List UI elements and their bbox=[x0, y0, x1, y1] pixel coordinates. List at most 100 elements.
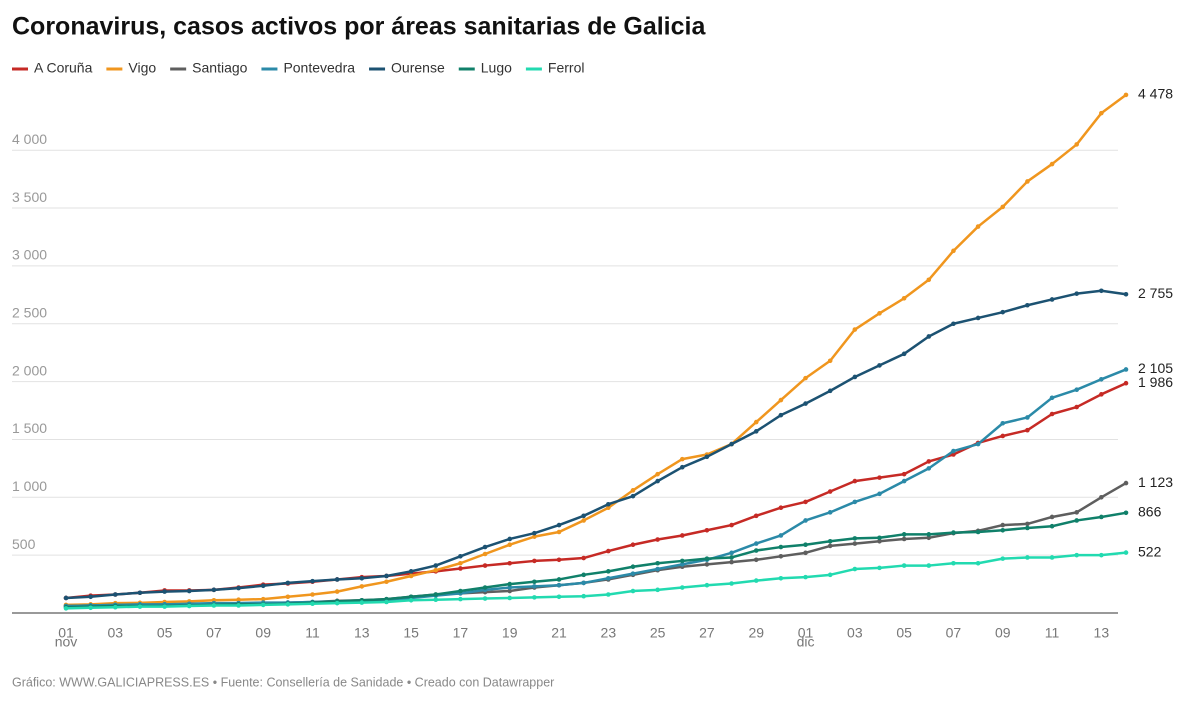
point bbox=[1099, 376, 1104, 382]
point bbox=[186, 603, 192, 609]
point bbox=[1025, 302, 1030, 308]
legend-label: Ferrol bbox=[548, 60, 585, 76]
point bbox=[113, 592, 118, 597]
x-tick-label: 13 bbox=[1094, 625, 1110, 641]
point bbox=[926, 466, 932, 471]
point bbox=[975, 224, 981, 229]
point bbox=[803, 574, 808, 580]
point bbox=[901, 471, 907, 477]
point bbox=[926, 532, 932, 537]
point bbox=[1049, 555, 1055, 560]
value-label: 2 755 bbox=[1138, 285, 1173, 301]
chart-title: Coronavirus, casos activos por áreas san… bbox=[12, 13, 706, 41]
point bbox=[458, 566, 463, 571]
point bbox=[1049, 395, 1055, 401]
point bbox=[827, 510, 833, 515]
point bbox=[630, 488, 636, 493]
point bbox=[1074, 552, 1079, 558]
x-tick-label: 01 bbox=[798, 625, 814, 641]
point bbox=[384, 579, 389, 585]
point bbox=[901, 536, 907, 542]
point bbox=[1000, 420, 1006, 426]
point bbox=[655, 587, 660, 593]
point bbox=[778, 505, 784, 511]
point bbox=[1074, 387, 1079, 392]
point bbox=[433, 567, 439, 573]
point bbox=[852, 327, 858, 332]
point bbox=[778, 544, 784, 550]
point bbox=[1049, 297, 1055, 302]
point bbox=[606, 575, 611, 581]
point bbox=[827, 538, 833, 544]
x-tick-label: 11 bbox=[1045, 625, 1060, 641]
legend-label: Lugo bbox=[481, 60, 512, 76]
point bbox=[951, 448, 956, 454]
series-line bbox=[65, 551, 1127, 610]
point bbox=[137, 590, 143, 596]
point bbox=[285, 602, 291, 607]
x-tick-label: 09 bbox=[995, 625, 1011, 641]
point bbox=[532, 534, 537, 539]
legend-label: Pontevedra bbox=[283, 60, 355, 76]
point bbox=[285, 580, 291, 586]
point bbox=[679, 562, 685, 567]
point bbox=[1099, 514, 1104, 520]
point bbox=[556, 529, 562, 535]
point bbox=[556, 594, 562, 600]
point bbox=[606, 501, 611, 507]
series-line bbox=[65, 368, 1127, 608]
point bbox=[679, 585, 685, 590]
y-tick-label: 3 500 bbox=[12, 189, 47, 205]
month-label: nov bbox=[55, 634, 78, 650]
point bbox=[556, 557, 562, 563]
point bbox=[433, 592, 439, 597]
point bbox=[1049, 161, 1055, 167]
point bbox=[877, 475, 882, 480]
legend-label: Ourense bbox=[391, 60, 445, 76]
point bbox=[260, 602, 266, 608]
point bbox=[1025, 179, 1030, 184]
point bbox=[1000, 527, 1006, 533]
point bbox=[236, 603, 241, 608]
point bbox=[655, 537, 660, 542]
point bbox=[162, 604, 167, 609]
point bbox=[532, 595, 537, 600]
point bbox=[581, 593, 586, 599]
point bbox=[310, 592, 315, 597]
point bbox=[334, 589, 340, 594]
point bbox=[211, 603, 217, 608]
point bbox=[507, 585, 513, 590]
point bbox=[186, 588, 192, 594]
point bbox=[1074, 510, 1079, 515]
point bbox=[926, 535, 932, 541]
point bbox=[655, 566, 660, 572]
point bbox=[408, 597, 414, 603]
point bbox=[704, 556, 710, 561]
point bbox=[975, 441, 981, 447]
y-tick-label: 2 500 bbox=[12, 304, 47, 320]
value-label: 522 bbox=[1138, 543, 1162, 559]
point bbox=[926, 459, 932, 464]
point bbox=[729, 559, 734, 565]
point bbox=[359, 584, 365, 589]
point bbox=[507, 581, 513, 587]
x-tick-label: 01 bbox=[58, 625, 74, 641]
point bbox=[877, 363, 882, 368]
x-tick-label: 27 bbox=[699, 625, 715, 641]
point bbox=[482, 596, 488, 601]
point bbox=[211, 587, 217, 593]
x-tick-label: 07 bbox=[206, 625, 222, 641]
legend-label: A Coruña bbox=[34, 60, 93, 76]
point bbox=[1025, 415, 1030, 420]
point bbox=[1123, 510, 1129, 516]
point bbox=[334, 577, 340, 582]
point bbox=[1049, 523, 1055, 529]
point bbox=[704, 527, 710, 533]
legend-label: Santiago bbox=[192, 60, 247, 76]
point bbox=[482, 585, 488, 590]
point bbox=[236, 597, 241, 602]
point bbox=[581, 555, 586, 561]
point bbox=[729, 581, 734, 586]
x-tick-label: 29 bbox=[748, 625, 764, 641]
